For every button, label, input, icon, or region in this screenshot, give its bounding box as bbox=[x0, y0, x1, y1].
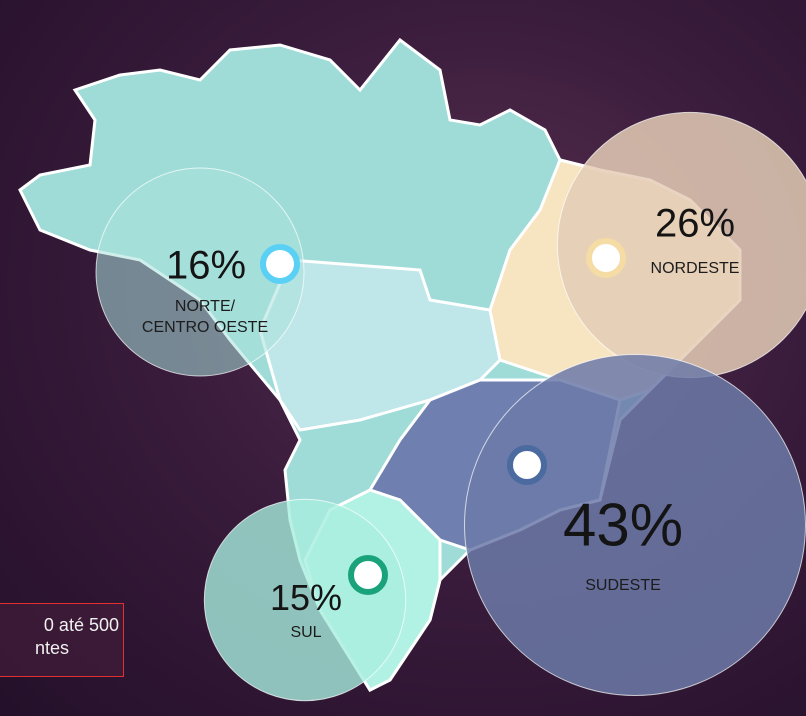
region-dot bbox=[348, 555, 388, 595]
region-dot bbox=[507, 445, 547, 485]
region-label: SUDESTE bbox=[585, 577, 661, 594]
region-bubble bbox=[203, 498, 407, 702]
note-line: ntes bbox=[35, 638, 70, 658]
region-dot bbox=[586, 238, 626, 278]
percent-label: 15% bbox=[269, 577, 343, 618]
note-line: 0 até 500 bbox=[43, 615, 119, 635]
percent-label: 16% bbox=[165, 243, 247, 288]
note-box: 0 até 500 ntes bbox=[0, 603, 124, 677]
region-dot bbox=[260, 244, 300, 284]
region-bubble bbox=[95, 167, 305, 377]
region-label: NORTE/ CENTRO OESTE bbox=[141, 298, 269, 336]
region-label: SUL bbox=[290, 624, 322, 641]
region-label: NORDESTE bbox=[650, 260, 740, 277]
percent-label: 43% bbox=[562, 491, 684, 559]
percent-label: 26% bbox=[654, 201, 736, 246]
region-bubble bbox=[464, 354, 806, 696]
